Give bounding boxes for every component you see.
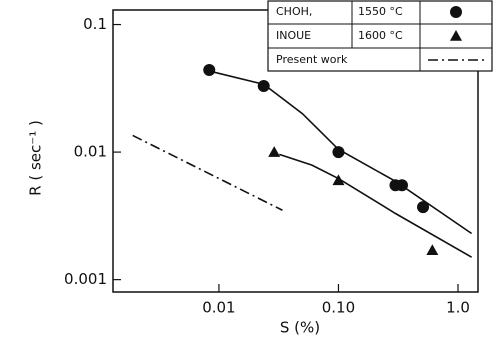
- y-tick-label: 0.1: [83, 15, 107, 33]
- point: [268, 146, 281, 157]
- line: [210, 70, 473, 235]
- y-axis-label: R ( sec⁻¹ ): [27, 120, 45, 196]
- legend-label: INOUE: [276, 29, 311, 42]
- point: [257, 79, 270, 92]
- point: [417, 201, 430, 214]
- x-tick-label: 0.01: [202, 299, 235, 317]
- x-tick-label: 1.0: [446, 299, 470, 317]
- point: [332, 146, 345, 159]
- legend-label: Present work: [276, 53, 348, 66]
- x-axis-label: S (%): [280, 319, 320, 337]
- legend-symbol: [450, 30, 462, 41]
- point: [332, 174, 345, 186]
- x-tick-label: 0.10: [322, 299, 355, 317]
- y-tick-label: 0.001: [64, 270, 107, 288]
- legend-label: CHOH,: [276, 5, 312, 18]
- legend-temperature: 1600 °C: [358, 29, 403, 42]
- legend-symbol: [450, 6, 462, 18]
- line: [132, 134, 283, 211]
- y-tick-label: 0.01: [74, 143, 107, 161]
- point: [203, 64, 216, 77]
- legend-temperature: 1550 °C: [358, 5, 403, 18]
- point: [426, 244, 439, 256]
- line: [279, 153, 473, 258]
